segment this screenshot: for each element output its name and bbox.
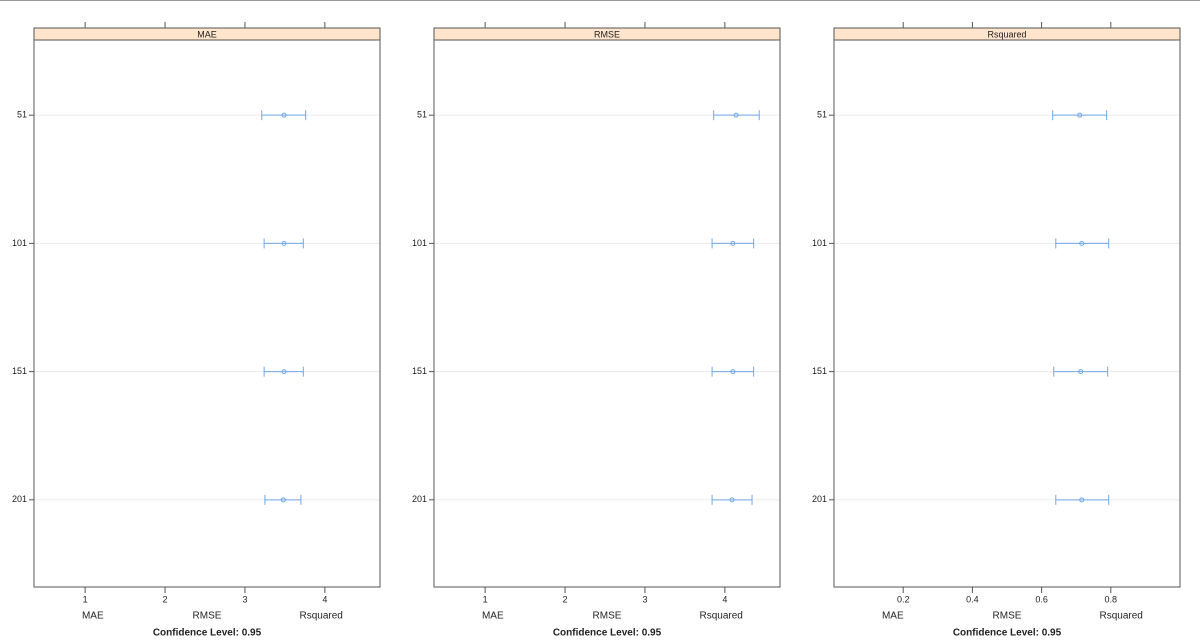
x-tick-label: 0.8 [1105, 594, 1118, 604]
x-tick-label: 3 [642, 594, 647, 604]
y-tick-label: 101 [12, 238, 27, 248]
x-tick-label: 0.6 [1035, 594, 1048, 604]
x-axis-label: Rsquared [1100, 611, 1143, 622]
plot-frame [833, 27, 1181, 588]
plot-frame [433, 27, 781, 588]
y-tick-label: 201 [812, 494, 827, 504]
caption: Confidence Level: 0.95 [153, 628, 262, 639]
point [1079, 240, 1085, 246]
point [281, 369, 287, 375]
point [280, 497, 286, 503]
point [1079, 497, 1085, 503]
plot-frame [33, 27, 381, 588]
point [730, 240, 736, 246]
y-tick-label: 151 [412, 366, 427, 376]
x-axis-label: RMSE [193, 611, 222, 622]
strip-label: Rsquared [987, 29, 1026, 39]
caption: Confidence Level: 0.95 [553, 628, 662, 639]
y-tick-label: 101 [412, 238, 427, 248]
x-tick-label: 2 [563, 594, 568, 604]
strip [433, 27, 781, 41]
x-tick-label: 1 [83, 594, 88, 604]
y-tick-label: 51 [17, 110, 27, 120]
x-tick-label: 2 [163, 594, 168, 604]
caption: Confidence Level: 0.95 [953, 628, 1062, 639]
x-tick-label: 4 [322, 594, 327, 604]
y-tick-label: 151 [812, 366, 827, 376]
y-tick-label: 201 [412, 494, 427, 504]
y-tick-label: 151 [12, 366, 27, 376]
y-tick-label: 51 [817, 110, 827, 120]
x-axis-label: RMSE [593, 611, 622, 622]
point [1077, 112, 1083, 118]
strip [833, 27, 1181, 41]
point [730, 369, 736, 375]
point [281, 112, 287, 118]
x-axis-label: MAE [482, 611, 504, 622]
x-tick-label: 1 [483, 594, 488, 604]
x-axis-label: MAE [82, 611, 104, 622]
x-axis-label: RMSE [993, 611, 1022, 622]
x-tick-label: 4 [722, 594, 727, 604]
strip-label: MAE [197, 29, 217, 39]
x-tick-label: 3 [242, 594, 247, 604]
point [281, 240, 287, 246]
point [729, 497, 735, 503]
x-axis-label: Rsquared [700, 611, 743, 622]
point [1078, 369, 1084, 375]
x-tick-label: 0.4 [966, 594, 979, 604]
x-tick-label: 0.2 [897, 594, 910, 604]
strip [33, 27, 381, 41]
x-axis-label: Rsquared [300, 611, 343, 622]
y-tick-label: 101 [812, 238, 827, 248]
strip-label: RMSE [594, 29, 620, 39]
point [733, 112, 739, 118]
y-tick-label: 51 [417, 110, 427, 120]
x-axis-label: MAE [882, 611, 904, 622]
y-tick-label: 201 [12, 494, 27, 504]
